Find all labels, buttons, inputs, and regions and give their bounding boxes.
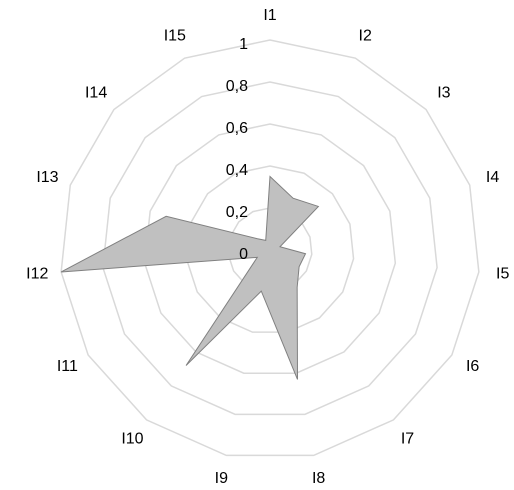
category-label: I13 xyxy=(36,169,58,186)
tick-label: 0,4 xyxy=(226,162,248,179)
category-label: I2 xyxy=(359,27,372,44)
category-label: I12 xyxy=(26,266,48,283)
category-label: I7 xyxy=(401,431,414,448)
category-label: I5 xyxy=(496,266,509,283)
tick-label: 1 xyxy=(239,36,248,53)
grid-ring xyxy=(143,123,397,374)
category-label: I9 xyxy=(215,470,228,487)
grid-ring xyxy=(185,165,355,333)
category-label: I6 xyxy=(466,358,479,375)
tick-label: 0 xyxy=(239,246,248,263)
category-label: I10 xyxy=(121,431,143,448)
data-area xyxy=(60,175,320,380)
category-label: I1 xyxy=(263,7,276,24)
category-label: I11 xyxy=(57,358,78,375)
tick-label: 0,6 xyxy=(226,120,248,137)
category-label: I8 xyxy=(312,470,325,487)
category-label: I15 xyxy=(164,27,186,44)
tick-label: 0,2 xyxy=(226,204,248,221)
grid-ring xyxy=(102,81,438,416)
category-label: I3 xyxy=(437,85,450,102)
tick-label: 0,8 xyxy=(226,78,248,95)
category-label: I14 xyxy=(85,85,107,102)
grid-ring xyxy=(60,39,480,457)
category-label: I4 xyxy=(486,169,499,186)
